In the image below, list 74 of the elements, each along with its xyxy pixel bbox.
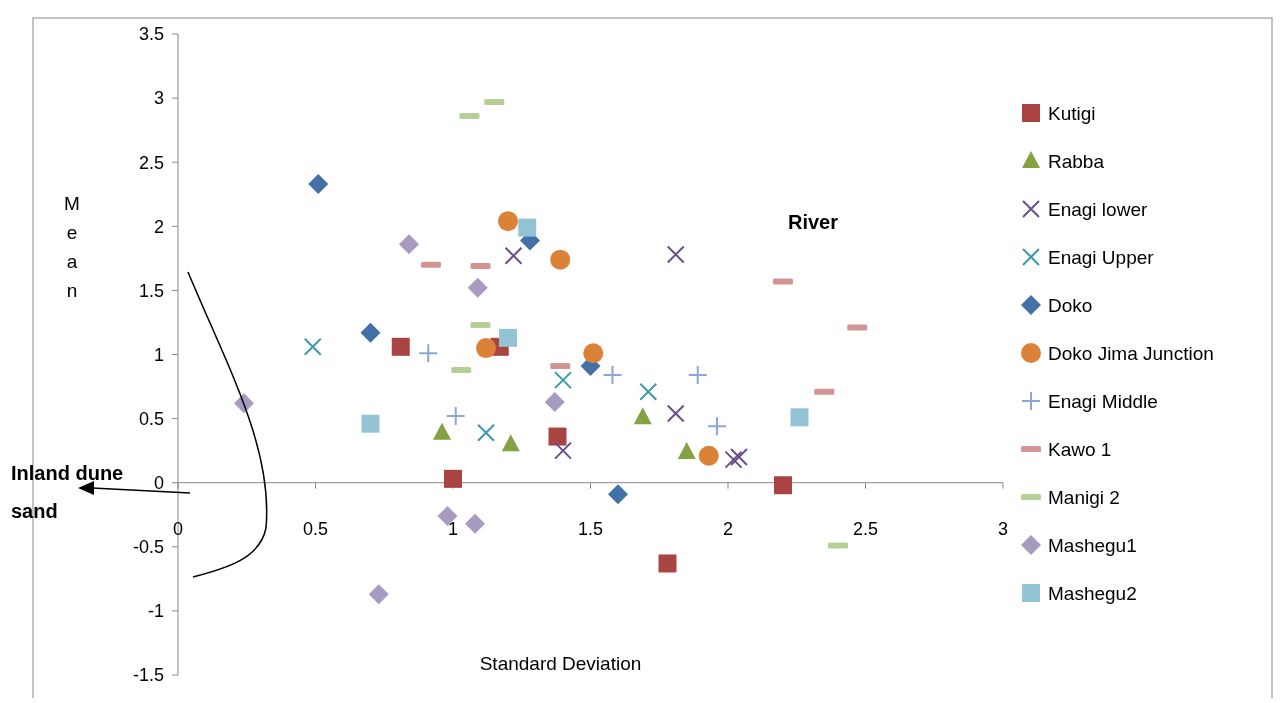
point — [518, 218, 537, 237]
point — [544, 391, 565, 412]
point — [360, 322, 381, 343]
point — [666, 245, 685, 264]
y-tick-label: 0 — [153, 473, 164, 493]
y-tick-label: 2.5 — [138, 152, 164, 173]
legend-label: Doko Jima Junction — [1048, 342, 1214, 364]
y-tick-label: 2 — [153, 216, 164, 237]
legend-label: Rabba — [1048, 150, 1105, 172]
point — [658, 554, 677, 573]
point — [467, 277, 488, 298]
point — [418, 343, 439, 364]
point — [499, 328, 517, 347]
point — [368, 584, 389, 605]
point — [399, 234, 419, 255]
point — [774, 476, 792, 495]
point — [498, 211, 518, 232]
point — [465, 513, 485, 534]
legend-label: Manigi 2 — [1048, 486, 1120, 508]
point — [391, 337, 410, 356]
x-tick-label: 0.5 — [302, 518, 329, 539]
legend-label: Enagi Middle — [1048, 390, 1158, 412]
point — [361, 414, 380, 433]
legend-label: Doko — [1048, 294, 1093, 316]
x-tick-label: 2.5 — [852, 518, 879, 539]
legend-label: Enagi lower — [1048, 198, 1148, 220]
y-tick-label: 0.5 — [138, 408, 164, 429]
point — [445, 406, 466, 427]
point — [501, 434, 520, 452]
point — [602, 365, 623, 386]
point — [687, 365, 708, 386]
point — [303, 337, 322, 356]
x-tick-label: 1 — [447, 518, 459, 539]
point — [730, 448, 748, 467]
y-tick-label: -1 — [147, 601, 164, 622]
y-tick-label: 3 — [153, 88, 164, 109]
point — [790, 408, 809, 427]
point — [504, 246, 523, 265]
point — [677, 441, 696, 459]
point — [698, 445, 719, 466]
point — [639, 382, 658, 401]
y-axis-title: Mean — [64, 193, 80, 301]
y-tick-label: -1.5 — [132, 665, 164, 686]
point — [554, 371, 572, 390]
legend-label: Enagi Upper — [1048, 246, 1155, 268]
point — [477, 423, 495, 442]
legend-label: Mashegu2 — [1048, 582, 1137, 604]
point — [724, 450, 743, 469]
point — [444, 469, 462, 488]
x-tick-label: 0 — [172, 518, 184, 539]
x-tick-label: 1.5 — [577, 518, 604, 539]
point — [633, 407, 652, 425]
y-tick-label: 1.5 — [138, 280, 164, 301]
point — [554, 441, 572, 460]
point — [608, 484, 628, 505]
x-axis-title: Standard Deviation — [479, 653, 642, 674]
y-tick-label: -0.5 — [132, 537, 164, 558]
x-tick-label: 2 — [722, 518, 734, 539]
point — [308, 173, 329, 194]
y-tick-label: 3.5 — [138, 24, 164, 45]
point — [548, 427, 567, 446]
legend-label: Mashegu1 — [1048, 534, 1137, 556]
point — [583, 343, 604, 364]
x-tick-label: 3 — [997, 518, 1009, 539]
point — [550, 249, 571, 270]
point — [666, 404, 685, 423]
point — [707, 416, 727, 437]
legend-label: Kawo 1 — [1048, 438, 1112, 460]
point — [433, 422, 451, 440]
point — [476, 338, 496, 359]
annotation: River — [787, 211, 839, 233]
text: Inland dune sand — [11, 462, 124, 522]
legend-label: Kutigi — [1048, 102, 1096, 124]
y-tick-label: 1 — [153, 344, 164, 365]
